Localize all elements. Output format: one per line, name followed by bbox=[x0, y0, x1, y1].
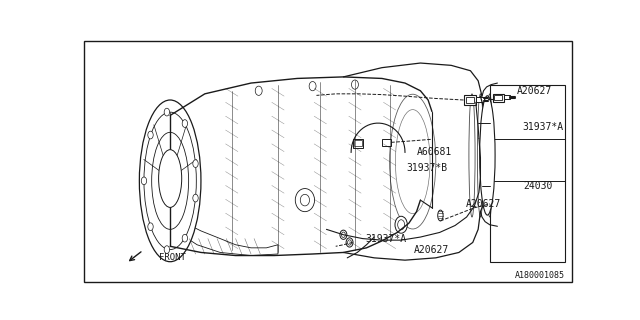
Ellipse shape bbox=[395, 216, 407, 233]
Ellipse shape bbox=[480, 96, 495, 215]
Text: 31937*B: 31937*B bbox=[406, 163, 447, 173]
Text: A20627: A20627 bbox=[466, 199, 501, 209]
Ellipse shape bbox=[351, 80, 358, 89]
Bar bbox=[382, 139, 391, 146]
Text: A20627: A20627 bbox=[414, 245, 449, 255]
Ellipse shape bbox=[193, 194, 198, 202]
Bar bbox=[354, 140, 362, 146]
Bar bbox=[476, 97, 484, 102]
Ellipse shape bbox=[182, 120, 188, 127]
Ellipse shape bbox=[193, 160, 198, 167]
Ellipse shape bbox=[164, 246, 170, 253]
Ellipse shape bbox=[141, 177, 147, 185]
Ellipse shape bbox=[182, 234, 188, 242]
Text: A20627: A20627 bbox=[516, 86, 552, 96]
Bar bbox=[463, 95, 476, 105]
Ellipse shape bbox=[140, 100, 201, 262]
Ellipse shape bbox=[148, 131, 153, 139]
Ellipse shape bbox=[438, 210, 443, 221]
Bar bbox=[466, 97, 474, 103]
Ellipse shape bbox=[309, 82, 316, 91]
Bar bbox=[494, 95, 502, 100]
Ellipse shape bbox=[346, 238, 353, 247]
Bar bbox=[504, 95, 511, 99]
Bar bbox=[353, 139, 364, 148]
Text: 24030: 24030 bbox=[524, 181, 553, 191]
Text: FRONT: FRONT bbox=[159, 252, 186, 261]
Ellipse shape bbox=[148, 223, 153, 230]
Text: A60681: A60681 bbox=[417, 147, 452, 157]
Ellipse shape bbox=[164, 108, 170, 116]
Text: 31937*A: 31937*A bbox=[523, 122, 564, 132]
Bar bbox=[493, 94, 504, 101]
Bar bbox=[490, 84, 565, 262]
Text: A180001085: A180001085 bbox=[515, 271, 565, 280]
Text: 31937*A: 31937*A bbox=[365, 234, 406, 244]
Ellipse shape bbox=[159, 150, 182, 207]
Ellipse shape bbox=[340, 230, 347, 239]
Ellipse shape bbox=[255, 86, 262, 95]
